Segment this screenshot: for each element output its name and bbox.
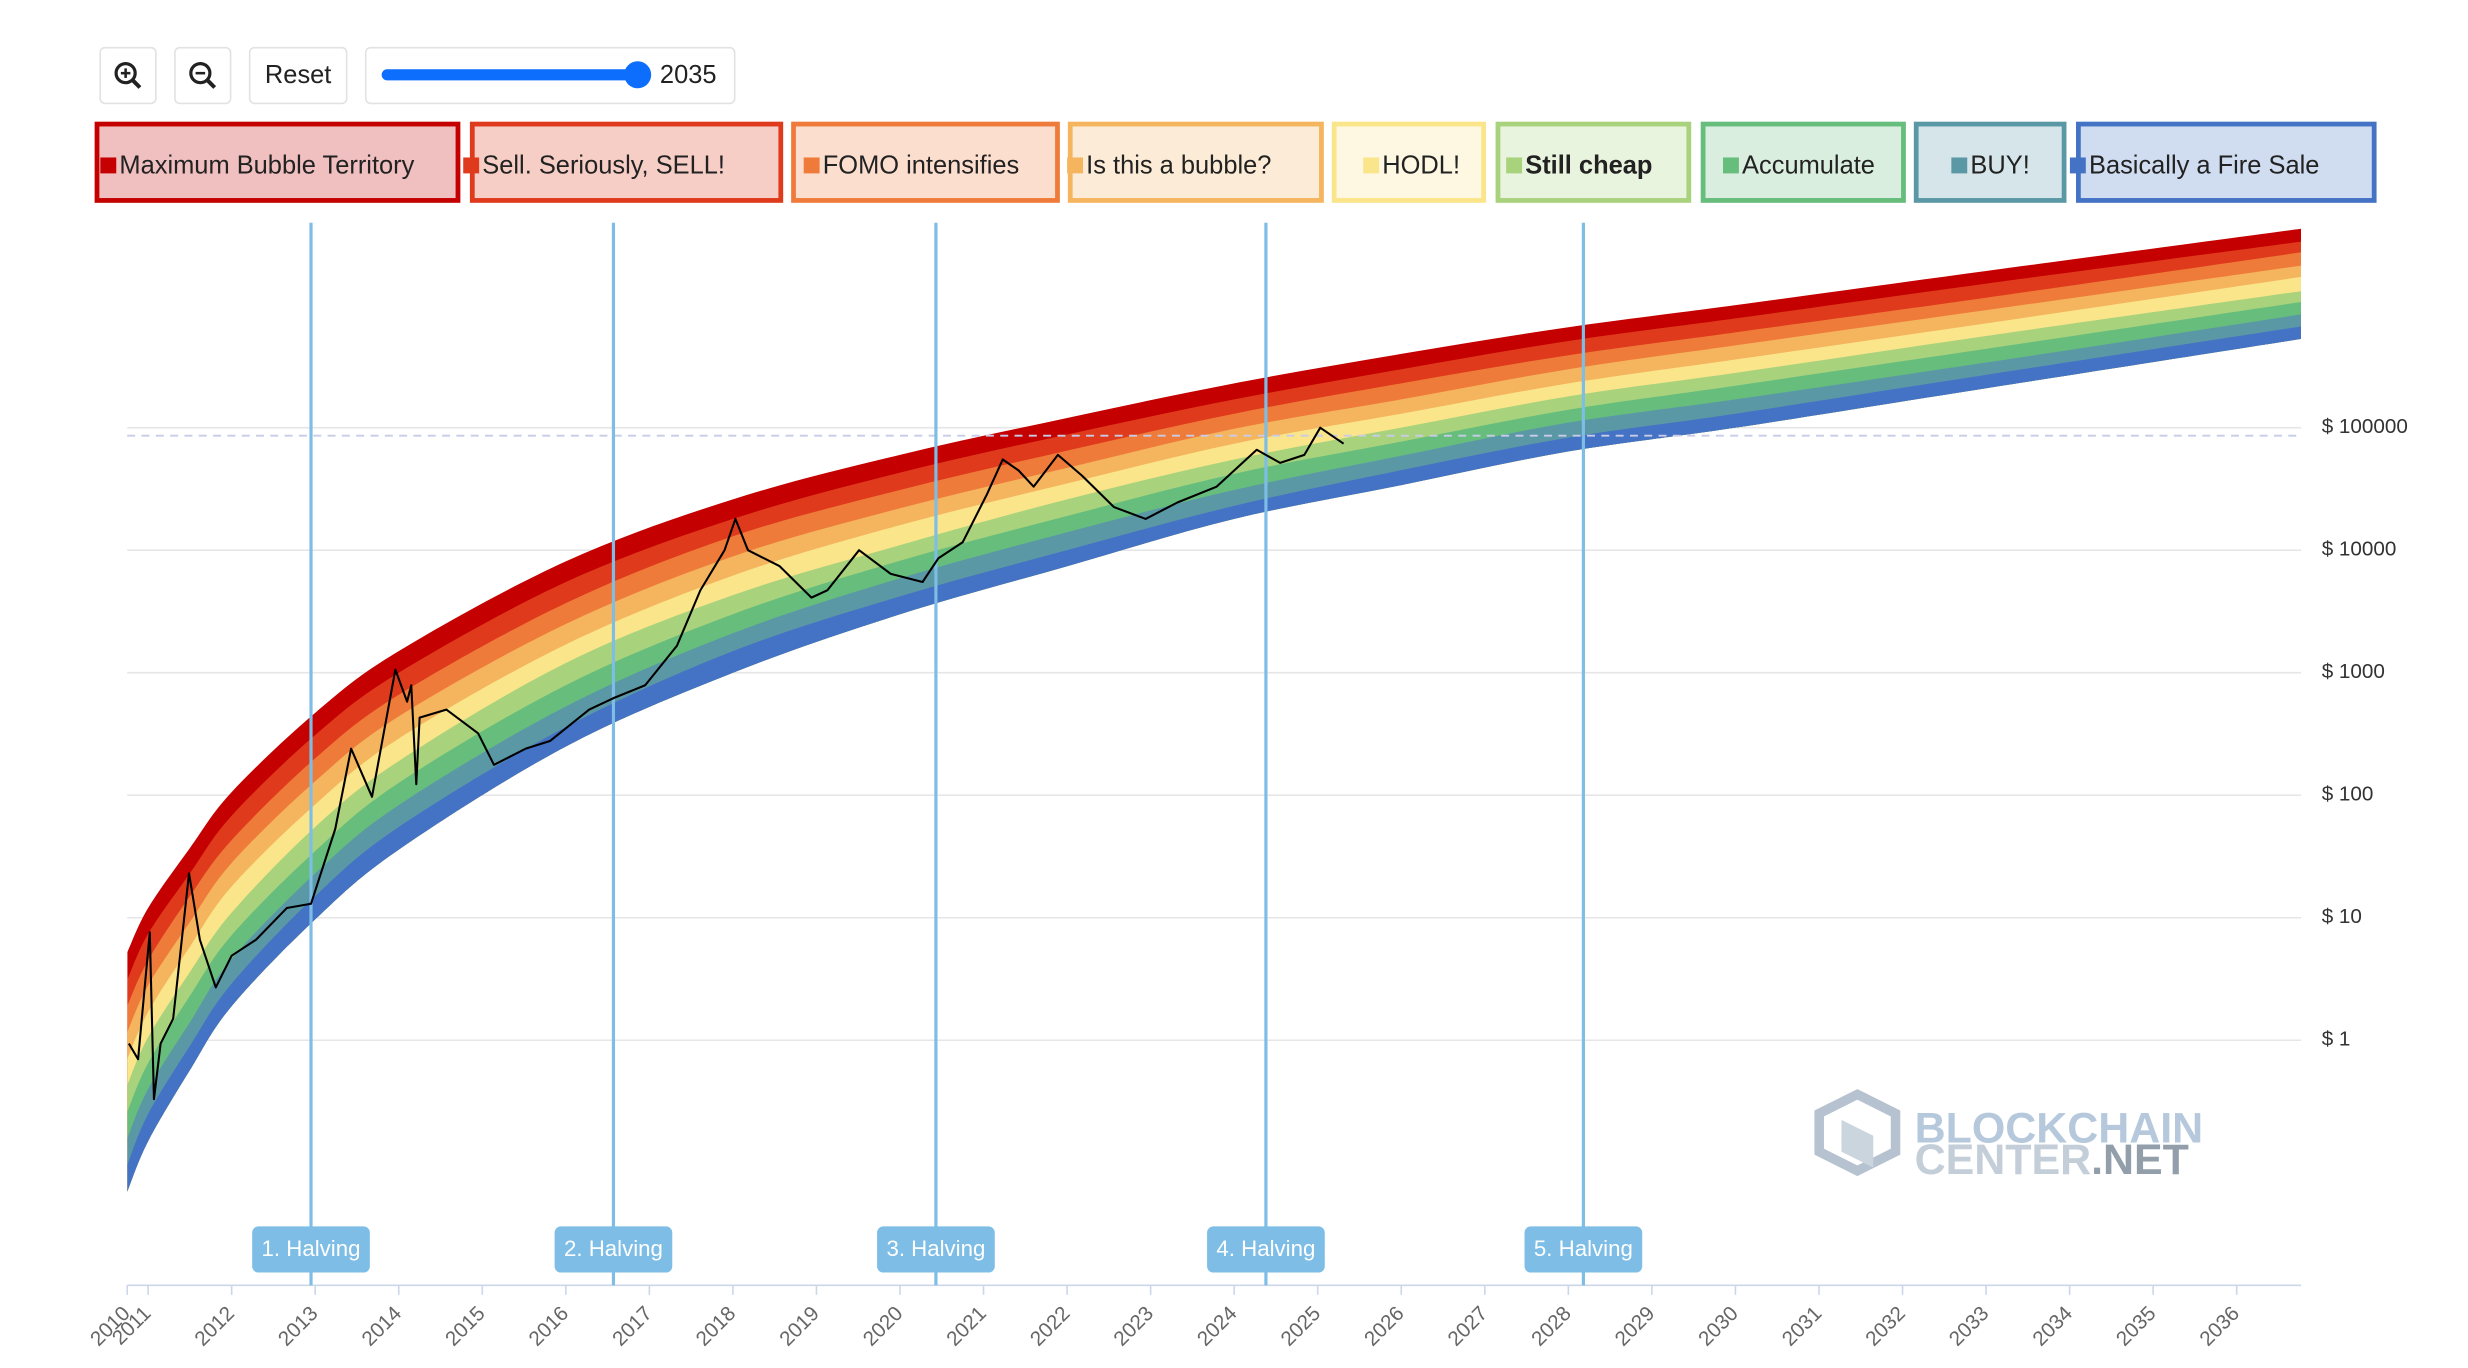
- reset-frame: [248, 46, 348, 105]
- watermark: BLOCKCHAIN CENTER.NET: [1814, 1089, 2204, 1184]
- legend-box: [1334, 124, 1484, 201]
- legend-item[interactable]: FOMO intensifies: [791, 121, 1060, 203]
- legend-item[interactable]: Is this a bubble?: [1067, 121, 1324, 203]
- legend-box: [472, 124, 781, 201]
- year-slider[interactable]: 2035: [364, 46, 736, 105]
- legend-label: Maximum Bubble Territory: [119, 152, 414, 180]
- legend-swatch: [1722, 157, 1739, 174]
- halving-label: 1. Halving: [252, 1226, 370, 1273]
- halving-label-text: 1. Halving: [262, 1236, 361, 1261]
- zoom-out-icon: [189, 62, 212, 85]
- legend-label: Is this a bubble?: [1086, 152, 1271, 180]
- legend-box-tint: [791, 121, 1060, 203]
- zoom-in-icon: [114, 62, 137, 85]
- zoom-in-frame: [99, 46, 157, 105]
- watermark-text: CENTER: [1915, 1136, 2092, 1184]
- halving-label-box: [1524, 1226, 1643, 1273]
- legend-item[interactable]: Still cheap: [1495, 121, 1692, 203]
- halving-label-box: [877, 1226, 995, 1273]
- legend-item[interactable]: Maximum Bubble Territory: [94, 121, 461, 203]
- legend-item[interactable]: Sell. Seriously, SELL!: [463, 121, 784, 203]
- legend-label: Accumulate: [1742, 152, 1875, 180]
- price-line: [127, 426, 1345, 1101]
- y-tick-label: $ 1000: [2322, 660, 2385, 683]
- legend-box-tint: [2076, 121, 2377, 203]
- legend-box-tint: [1331, 121, 1487, 203]
- halving-label-text: 3. Halving: [886, 1236, 985, 1261]
- legend-swatch: [1506, 157, 1523, 174]
- halving-label-box: [252, 1226, 370, 1273]
- watermark-logo: [1814, 1089, 1901, 1177]
- y-tick-label: $ 100000: [2322, 415, 2408, 438]
- legend-box: [2078, 124, 2375, 201]
- halving-label-text: 5. Halving: [1534, 1236, 1633, 1261]
- legend-swatch: [100, 157, 117, 174]
- halving-label: 2. Halving: [554, 1226, 673, 1273]
- legend-label: Still cheap: [1525, 152, 1652, 180]
- legend-item[interactable]: Basically a Fire Sale: [2069, 121, 2377, 203]
- zoom-out-button[interactable]: [174, 46, 232, 105]
- slider-track: [381, 69, 640, 81]
- watermark-text: CENTER.NET: [1915, 1136, 2189, 1184]
- legend-box: [1497, 124, 1689, 201]
- watermark-text: .NET: [2091, 1136, 2189, 1184]
- zoom-in-icon: [131, 78, 142, 89]
- legend-swatch: [1067, 157, 1084, 174]
- legend-box-tint: [1913, 121, 2067, 203]
- watermark-logo: [1841, 1119, 1874, 1168]
- halving-label: 4. Halving: [1207, 1226, 1325, 1273]
- slider-value: 2035: [660, 61, 717, 89]
- slider-thumb[interactable]: [624, 61, 652, 89]
- y-tick-label: $ 1: [2322, 1028, 2351, 1051]
- legend-swatch: [1363, 157, 1380, 174]
- halving-label-text: 2. Halving: [564, 1236, 663, 1261]
- halving-label-box: [554, 1226, 673, 1273]
- legend-label: Basically a Fire Sale: [2089, 152, 2319, 180]
- legend-item[interactable]: HODL!: [1331, 121, 1487, 203]
- zoom-out-frame: [174, 46, 232, 105]
- legend-label: FOMO intensifies: [823, 152, 1019, 180]
- legend-box: [97, 124, 458, 201]
- reset-label: Reset: [265, 61, 331, 89]
- legend-box-tint: [94, 121, 461, 203]
- y-tick-label: $ 100: [2322, 783, 2374, 806]
- legend-box: [1916, 124, 2065, 201]
- halving-label: 5. Halving: [1524, 1226, 1643, 1273]
- legend-swatch: [1951, 157, 1968, 174]
- reset-button[interactable]: Reset: [248, 46, 348, 105]
- legend-item[interactable]: BUY!: [1913, 121, 2067, 203]
- legend: Maximum Bubble Territory Sell. Seriously,…: [94, 121, 2377, 203]
- legend-swatch: [463, 157, 480, 174]
- legend-box: [1070, 124, 1322, 201]
- legend-label: Sell. Seriously, SELL!: [482, 152, 725, 180]
- legend-swatch: [803, 157, 820, 174]
- halving-label-text: 4. Halving: [1216, 1236, 1315, 1261]
- legend-box-tint: [1495, 121, 1692, 203]
- zoom-in-button[interactable]: [99, 46, 157, 105]
- y-tick-label: $ 10000: [2322, 538, 2397, 561]
- halving-label: 3. Halving: [877, 1226, 995, 1273]
- legend-label: HODL!: [1382, 152, 1460, 180]
- watermark-text: BLOCKCHAIN: [1915, 1104, 2204, 1152]
- legend-item[interactable]: Accumulate: [1700, 121, 1906, 203]
- halving-label-box: [1207, 1226, 1325, 1273]
- y-tick-label: $ 10: [2322, 905, 2362, 928]
- legend-box: [793, 124, 1058, 201]
- legend-swatch: [2069, 157, 2086, 174]
- legend-label: BUY!: [1970, 152, 2029, 180]
- zoom-out-icon: [206, 78, 217, 89]
